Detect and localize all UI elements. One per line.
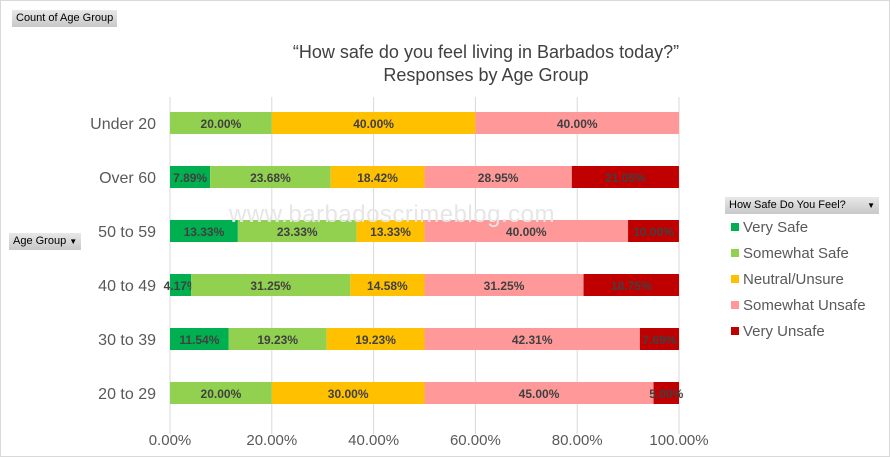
data-label: 18.42% — [357, 171, 398, 185]
y-category-label: 40 to 49 — [98, 278, 156, 295]
legend-item: Neutral/Unsure — [725, 266, 879, 292]
bar-segment — [170, 328, 229, 350]
y-category-label: 20 to 29 — [98, 386, 156, 403]
bar-segment — [210, 166, 331, 188]
bar-segment — [424, 274, 584, 296]
data-label: 31.25% — [250, 279, 291, 293]
bar-segment — [424, 328, 640, 350]
data-label: 14.58% — [367, 279, 408, 293]
legend-field-button[interactable]: How Safe Do You Feel? ▼ — [725, 197, 879, 214]
y-category-label: Under 20 — [90, 116, 156, 133]
data-label: 19.23% — [257, 333, 298, 347]
x-tick-label: 60.00% — [450, 432, 501, 449]
legend-item: Somewhat Unsafe — [725, 292, 879, 318]
data-label: 18.75% — [611, 279, 652, 293]
legend: How Safe Do You Feel? ▼ Very Safe Somewhat… — [725, 197, 879, 344]
subtitle-line: Responses by Age Group — [383, 65, 589, 85]
legend-field-label: How Safe Do You Feel? — [729, 199, 846, 211]
legend-item: Very Safe — [725, 214, 879, 240]
data-label: 30.00% — [328, 387, 369, 401]
bar-segment — [653, 382, 679, 404]
data-label: 23.68% — [250, 171, 291, 185]
bar-segment — [571, 166, 679, 188]
legend-swatch — [731, 223, 739, 231]
bar-segment — [583, 274, 679, 296]
y-category-label: Over 60 — [99, 170, 156, 187]
bar-segment — [170, 274, 192, 296]
x-tick-label: 20.00% — [246, 432, 297, 449]
bar-segment — [628, 220, 679, 242]
legend-label: Somewhat Safe — [743, 244, 849, 262]
dropdown-arrow-icon: ▼ — [69, 237, 78, 246]
data-label: 21.05% — [605, 171, 646, 185]
value-field-button[interactable]: Count of Age Group — [12, 10, 118, 27]
legend-label: Very Unsafe — [743, 322, 825, 340]
data-label: 31.25% — [484, 279, 525, 293]
legend-swatch — [731, 275, 739, 283]
x-tick-label: 100.00% — [649, 432, 708, 449]
bar-segment — [424, 166, 572, 188]
data-label: 20.00% — [201, 387, 242, 401]
axis-field-label: Age Group — [13, 235, 67, 247]
data-label: 13.33% — [184, 225, 225, 239]
data-label: 28.95% — [478, 171, 519, 185]
y-category-label: 30 to 39 — [98, 332, 156, 349]
bar-segment — [271, 112, 476, 134]
title-line: “How safe do you feel living in Barbados… — [292, 42, 680, 62]
bar-segment — [475, 112, 679, 134]
bar-segment — [191, 274, 351, 296]
bar-segment — [237, 220, 357, 242]
chart-title: “How safe do you feel living in Barbados… — [231, 41, 741, 87]
legend-label: Somewhat Unsafe — [743, 296, 866, 314]
data-label: 11.54% — [179, 333, 219, 347]
data-label: 20.00% — [201, 117, 242, 131]
data-label: 40.00% — [506, 225, 547, 239]
data-label: 7.69% — [642, 333, 676, 347]
data-label: 40.00% — [557, 117, 598, 131]
data-label: 5.00% — [649, 387, 683, 401]
data-label: 23.33% — [277, 225, 318, 239]
dropdown-arrow-icon: ▼ — [867, 201, 875, 210]
x-tick-label: 0.00% — [149, 432, 192, 449]
data-label: 10.00% — [633, 225, 674, 239]
axis-field-button[interactable]: Age Group ▼ — [9, 233, 82, 250]
data-label: 45.00% — [519, 387, 560, 401]
data-label: 13.33% — [370, 225, 411, 239]
bar-segment — [228, 328, 327, 350]
bar-segment — [350, 274, 425, 296]
value-field-label: Count of Age Group — [16, 12, 114, 24]
bar-segment — [639, 328, 679, 350]
bar-segment — [424, 382, 654, 404]
bar-segment — [170, 166, 211, 188]
data-label: 4.17% — [164, 279, 198, 293]
legend-item: Somewhat Safe — [725, 240, 879, 266]
bar-segment — [356, 220, 425, 242]
x-tick-label: 40.00% — [348, 432, 399, 449]
bar-segment — [170, 220, 238, 242]
bar-segment — [424, 220, 629, 242]
bar-segment — [170, 382, 272, 404]
data-label: 42.31% — [512, 333, 553, 347]
data-label: 19.23% — [355, 333, 396, 347]
legend-swatch — [731, 301, 739, 309]
bar-segment — [330, 166, 425, 188]
legend-swatch — [731, 327, 739, 335]
x-tick-label: 80.00% — [552, 432, 603, 449]
legend-label: Very Safe — [743, 218, 809, 236]
data-label: 7.89% — [173, 171, 207, 185]
bar-segment — [271, 382, 425, 404]
legend-label: Neutral/Unsure — [743, 270, 844, 288]
data-label: 40.00% — [353, 117, 394, 131]
bar-segment — [170, 112, 272, 134]
legend-item: Very Unsafe — [725, 318, 879, 344]
legend-swatch — [731, 249, 739, 257]
bar-segment — [326, 328, 425, 350]
y-category-label: 50 to 59 — [98, 224, 156, 241]
